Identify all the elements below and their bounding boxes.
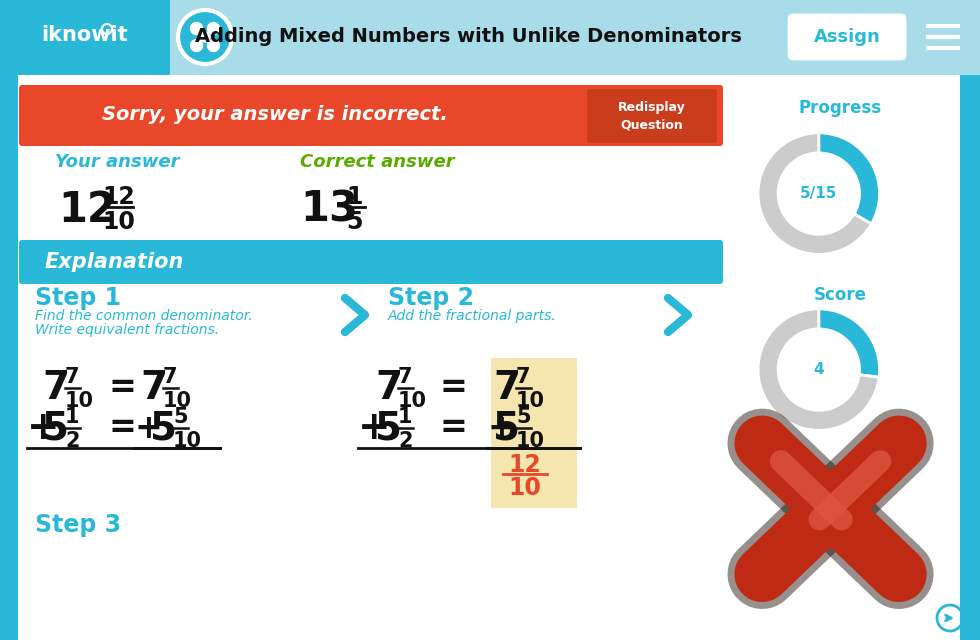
- Text: +: +: [487, 412, 514, 445]
- FancyBboxPatch shape: [491, 358, 577, 480]
- Text: 7: 7: [375, 369, 402, 407]
- Text: Adding Mixed Numbers with Unlike Denominators: Adding Mixed Numbers with Unlike Denomin…: [195, 28, 742, 47]
- Text: 4: 4: [813, 362, 824, 377]
- FancyBboxPatch shape: [0, 75, 18, 640]
- Wedge shape: [818, 309, 879, 377]
- FancyBboxPatch shape: [587, 89, 717, 143]
- Text: =: =: [108, 412, 136, 445]
- FancyBboxPatch shape: [0, 0, 170, 75]
- Text: 2: 2: [398, 431, 413, 451]
- Text: 5: 5: [173, 407, 187, 427]
- Text: 10: 10: [102, 210, 135, 234]
- Text: iknowit: iknowit: [42, 25, 128, 45]
- Text: 7: 7: [493, 369, 520, 407]
- Text: 5: 5: [493, 409, 520, 447]
- FancyBboxPatch shape: [789, 15, 905, 59]
- Wedge shape: [818, 133, 879, 224]
- Text: Write equivalent fractions.: Write equivalent fractions.: [35, 323, 220, 337]
- Text: 7: 7: [516, 367, 530, 387]
- FancyBboxPatch shape: [0, 0, 980, 75]
- Text: Find the common denominator.: Find the common denominator.: [35, 309, 253, 323]
- Text: 7: 7: [65, 367, 79, 387]
- Text: 1: 1: [65, 407, 79, 427]
- Text: 5/15: 5/15: [800, 186, 838, 201]
- Text: 7: 7: [140, 369, 168, 407]
- Text: 7: 7: [398, 367, 413, 387]
- Text: 12: 12: [58, 189, 116, 231]
- Text: 12: 12: [509, 453, 541, 477]
- Text: =: =: [439, 371, 466, 404]
- Text: 5: 5: [150, 409, 177, 447]
- Text: Step 2: Step 2: [388, 286, 474, 310]
- Text: Correct answer: Correct answer: [300, 153, 455, 171]
- FancyBboxPatch shape: [960, 75, 980, 640]
- Text: Step 3: Step 3: [35, 513, 122, 537]
- Text: 10: 10: [516, 431, 545, 451]
- Text: Sorry, your answer is incorrect.: Sorry, your answer is incorrect.: [102, 106, 448, 125]
- Text: 10: 10: [398, 391, 427, 411]
- Text: 10: 10: [163, 391, 192, 411]
- FancyBboxPatch shape: [19, 240, 723, 284]
- Circle shape: [190, 40, 203, 51]
- Wedge shape: [759, 309, 879, 430]
- Text: +: +: [134, 412, 162, 445]
- Text: +: +: [358, 409, 391, 447]
- Text: 10: 10: [65, 391, 94, 411]
- Text: 10: 10: [173, 431, 202, 451]
- Circle shape: [190, 22, 203, 35]
- Text: 10: 10: [516, 391, 545, 411]
- Text: Assign: Assign: [813, 28, 880, 46]
- Text: 7: 7: [42, 369, 70, 407]
- Wedge shape: [758, 133, 871, 254]
- Text: +: +: [27, 409, 60, 447]
- Text: 5: 5: [375, 409, 402, 447]
- Text: 10: 10: [509, 476, 541, 500]
- Text: 1: 1: [398, 407, 413, 427]
- Text: Add the fractional parts.: Add the fractional parts.: [388, 309, 557, 323]
- Text: =: =: [108, 371, 136, 404]
- Text: =: =: [439, 412, 466, 445]
- Circle shape: [208, 40, 220, 51]
- Text: 1: 1: [346, 185, 363, 209]
- Text: 12: 12: [102, 185, 135, 209]
- Text: Explanation: Explanation: [45, 252, 184, 272]
- FancyBboxPatch shape: [720, 75, 980, 640]
- Text: 7: 7: [163, 367, 177, 387]
- Text: 5: 5: [42, 409, 69, 447]
- FancyBboxPatch shape: [491, 446, 577, 508]
- Text: 13: 13: [300, 189, 358, 231]
- Circle shape: [200, 32, 210, 42]
- FancyBboxPatch shape: [19, 85, 723, 146]
- Circle shape: [208, 22, 220, 35]
- Circle shape: [178, 10, 232, 64]
- Text: 5: 5: [346, 210, 363, 234]
- Text: 2: 2: [65, 431, 79, 451]
- Text: Progress: Progress: [799, 99, 882, 117]
- FancyBboxPatch shape: [18, 75, 720, 640]
- Text: Score: Score: [813, 286, 866, 304]
- Text: Redisplay
Question: Redisplay Question: [618, 100, 686, 131]
- Text: Your answer: Your answer: [55, 153, 179, 171]
- Text: 5: 5: [516, 407, 530, 427]
- Text: Step 1: Step 1: [35, 286, 121, 310]
